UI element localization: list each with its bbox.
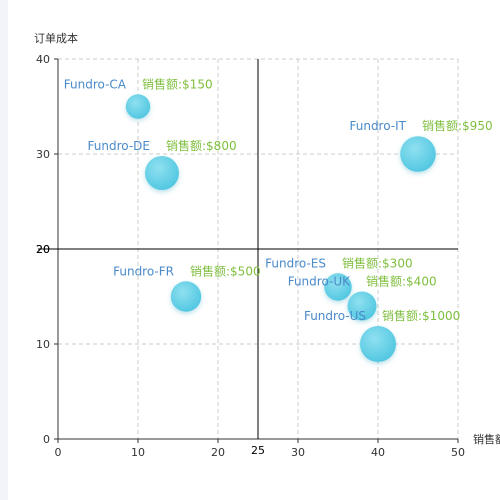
y-tick-label: 10 bbox=[36, 338, 50, 351]
y-reference-label: 20 bbox=[36, 243, 50, 256]
y-tick-label: 30 bbox=[36, 148, 50, 161]
bubble-name-label: Fundro-UK bbox=[288, 274, 351, 288]
y-tick-label: 40 bbox=[36, 53, 50, 66]
bubble-fundro-it[interactable] bbox=[400, 136, 436, 172]
bubble-fundro-uk[interactable] bbox=[347, 291, 377, 321]
bubble-fundro-fr[interactable] bbox=[170, 281, 202, 312]
bubble-name-label: Fundro-US bbox=[304, 309, 366, 323]
bubble-sales-label: 销售额:$950 bbox=[422, 118, 493, 133]
x-tick-label: 50 bbox=[451, 446, 465, 459]
bubble-fundro-es[interactable] bbox=[324, 273, 352, 301]
x-tick-label: 30 bbox=[291, 446, 305, 459]
bubble-fundro-ca[interactable] bbox=[125, 94, 151, 119]
bubble-sales-label: 销售额:$400 bbox=[366, 273, 437, 288]
axes: 0 10 20 30 40 0 10 20 30 40 50 bbox=[36, 53, 465, 459]
y-tick-label: 0 bbox=[43, 433, 50, 446]
y-axis-label: 订单成本 bbox=[34, 31, 78, 45]
bubble-name-label: Fundro-FR bbox=[113, 264, 174, 278]
bubbles bbox=[125, 94, 436, 362]
x-tick-label: 0 bbox=[55, 446, 62, 459]
bubble-name-label: Fundro-CA bbox=[64, 77, 127, 91]
x-tick-label: 40 bbox=[371, 446, 385, 459]
bubble-sales-label: 销售额:$1000 bbox=[382, 308, 460, 323]
bubble-fundro-us[interactable] bbox=[360, 326, 396, 362]
x-axis-label: 销售额 bbox=[473, 432, 500, 446]
x-tick-label: 20 bbox=[211, 446, 225, 459]
bubble-sales-label: 销售额:$300 bbox=[342, 255, 413, 270]
bubble-name-label: Fundro-DE bbox=[88, 139, 150, 153]
bubble-labels: Fundro-CA 销售额:$150 Fundro-DE 销售额:$800 Fundro… bbox=[64, 76, 493, 323]
bubble-fundro-de[interactable] bbox=[145, 156, 179, 190]
bubble-sales-label: 销售额:$800 bbox=[166, 138, 237, 153]
reference-lines: 25 20 bbox=[36, 59, 458, 457]
bubble-name-label: Fundro-ES bbox=[265, 256, 326, 270]
x-tick-label: 10 bbox=[131, 446, 145, 459]
bubble-sales-label: 销售额:$500 bbox=[190, 263, 261, 278]
x-reference-label: 25 bbox=[251, 444, 265, 457]
left-edge-strip bbox=[0, 0, 8, 500]
bubble-name-label: Fundro-IT bbox=[349, 119, 406, 133]
bubble-sales-label: 销售额:$150 bbox=[142, 76, 213, 91]
